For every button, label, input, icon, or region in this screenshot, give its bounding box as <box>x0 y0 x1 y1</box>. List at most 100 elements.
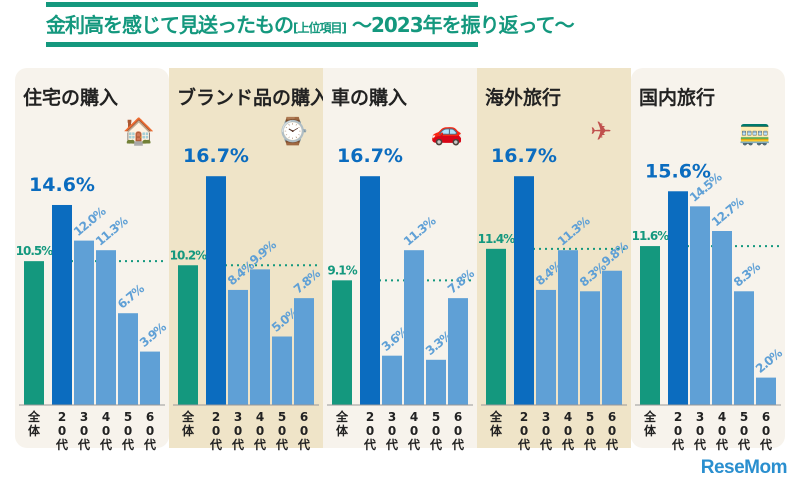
tick-label: 代 <box>385 437 398 452</box>
tick-label: 全 <box>643 409 657 424</box>
title-sub: ～2023年を振り返って～ <box>351 13 575 37</box>
tick-label: 代 <box>539 437 552 452</box>
bar-40代 <box>250 269 270 405</box>
title-tag: [上位項目] <box>293 21 347 35</box>
tick-label: 5 <box>124 410 132 424</box>
tick-label: 6 <box>608 410 616 424</box>
tick-label: 0 <box>366 424 374 438</box>
tick-label: 代 <box>253 437 266 452</box>
bar-40代 <box>712 231 732 405</box>
data-label: 10.2% <box>170 248 208 262</box>
tick-label: 0 <box>410 424 418 438</box>
bar-30代 <box>74 240 94 405</box>
tick-label: 0 <box>80 424 88 438</box>
bar-50代 <box>580 291 600 405</box>
tick-label: 代 <box>429 437 442 452</box>
tick-label: 0 <box>718 424 726 438</box>
tick-label: 代 <box>671 437 684 452</box>
tick-label: 代 <box>561 437 574 452</box>
title-main: 金利高を感じて見送ったもの <box>46 13 294 37</box>
tick-label: 全 <box>489 409 503 424</box>
panel-3: 海外旅行✈11.4%全体16.7%20代8.4%30代11.3%40代8.3%5… <box>477 68 631 452</box>
tick-label: 4 <box>256 410 264 424</box>
bar-50代 <box>734 291 754 405</box>
tick-label: 3 <box>542 410 550 424</box>
tick-label: 6 <box>762 410 770 424</box>
bar-40代 <box>404 250 424 405</box>
bar-30代 <box>690 206 710 405</box>
tick-label: 体 <box>336 423 349 438</box>
tick-label: 0 <box>740 424 748 438</box>
tick-label: 3 <box>80 410 88 424</box>
bar-20代 <box>514 176 534 405</box>
tick-label: 0 <box>278 424 286 438</box>
airplane-icon: ✈ <box>590 117 612 147</box>
data-label: 16.7% <box>183 145 249 167</box>
bar-30代 <box>536 289 556 405</box>
tick-label: 0 <box>454 424 462 438</box>
bar-40代 <box>96 250 116 405</box>
tick-label: 0 <box>102 424 110 438</box>
panel-1: ブランド品の購入⌚10.2%全体16.7%20代8.4%30代9.9%40代5.… <box>169 68 329 452</box>
tick-label: 全 <box>181 409 195 424</box>
tick-label: 0 <box>586 424 594 438</box>
data-label: 11.6% <box>632 229 670 243</box>
bar-40代 <box>558 250 578 405</box>
data-label: 16.7% <box>337 145 403 167</box>
bar-全体 <box>640 246 660 405</box>
data-label: 9.1% <box>327 263 357 277</box>
tick-label: 5 <box>278 410 286 424</box>
tick-label: 2 <box>58 410 66 424</box>
tick-label: 0 <box>542 424 550 438</box>
tick-label: 0 <box>696 424 704 438</box>
data-label: 16.7% <box>491 145 557 167</box>
bar-全体 <box>178 265 198 405</box>
tick-label: 3 <box>388 410 396 424</box>
tick-label: 3 <box>696 410 704 424</box>
panel-title: ブランド品の購入 <box>177 86 329 109</box>
tick-label: 代 <box>451 437 464 452</box>
bar-50代 <box>426 359 446 405</box>
data-label: 15.6% <box>645 160 711 182</box>
tick-label: 0 <box>762 424 770 438</box>
tick-label: 0 <box>58 424 66 438</box>
bar-60代 <box>602 270 622 405</box>
tick-label: 代 <box>583 437 596 452</box>
bar-30代 <box>228 289 248 405</box>
tick-label: 6 <box>146 410 154 424</box>
tick-label: 4 <box>102 410 110 424</box>
bar-全体 <box>486 248 506 405</box>
tick-label: 2 <box>366 410 374 424</box>
tick-label: 体 <box>182 423 195 438</box>
panel-title: 国内旅行 <box>639 86 715 109</box>
bar-60代 <box>448 298 468 405</box>
tick-label: 代 <box>715 437 728 452</box>
tick-label: 6 <box>454 410 462 424</box>
tick-label: 体 <box>644 423 657 438</box>
chart-title: 金利高を感じて見送ったもの[上位項目] ～2023年を振り返って～ <box>46 9 575 38</box>
tick-label: 4 <box>718 410 726 424</box>
tick-label: 0 <box>608 424 616 438</box>
bar-60代 <box>140 351 160 405</box>
data-label: 11.4% <box>478 232 516 246</box>
tick-label: 2 <box>674 410 682 424</box>
car-icon: 🚗 <box>431 117 463 147</box>
panel-0: 住宅の購入🏠10.5%全体14.6%20代12.0%30代11.3%40代6.7… <box>15 68 169 452</box>
tick-label: 代 <box>143 437 156 452</box>
tick-label: 代 <box>737 437 750 452</box>
logo: ReseMom <box>700 457 788 478</box>
tick-label: 0 <box>146 424 154 438</box>
tick-label: 5 <box>586 410 594 424</box>
bar-50代 <box>272 336 292 405</box>
tick-label: 全 <box>27 409 41 424</box>
bar-60代 <box>294 298 314 405</box>
tick-label: 代 <box>407 437 420 452</box>
tick-label: 6 <box>300 410 308 424</box>
bar-60代 <box>756 377 776 405</box>
panel-title: 車の購入 <box>331 86 407 109</box>
tick-label: 5 <box>432 410 440 424</box>
tick-label: 3 <box>234 410 242 424</box>
tick-label: 2 <box>520 410 528 424</box>
tick-label: 2 <box>212 410 220 424</box>
